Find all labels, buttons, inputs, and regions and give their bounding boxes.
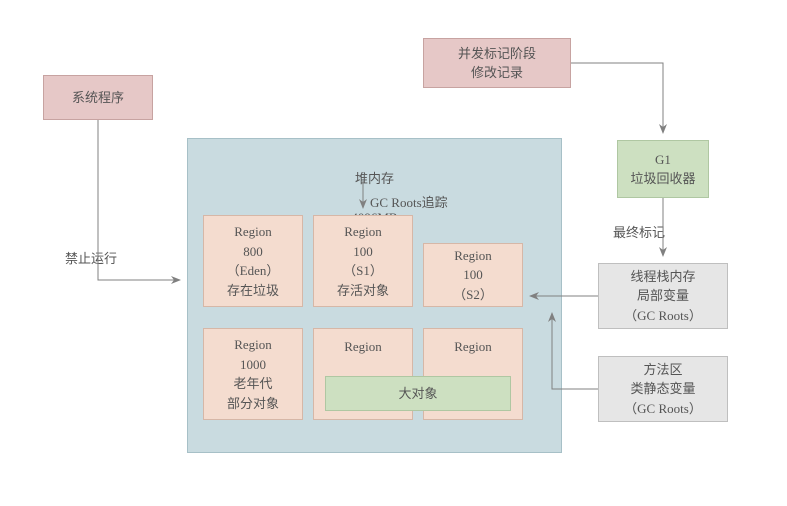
node-system-program: 系统程序 [43,75,153,120]
node-region-s1-label: Region 100 （S1） 存活对象 [337,222,389,300]
node-method-area: 方法区 类静态变量 （GC Roots） [598,356,728,422]
node-big-object: 大对象 [325,376,511,411]
node-system-program-label: 系统程序 [72,88,124,108]
node-g1-gc-label: G1 垃圾回收器 [630,150,695,189]
node-region-old: Region 1000 老年代 部分对象 [203,328,303,420]
node-region-s2-label: Region 100 （S2） [453,246,493,305]
node-big-object-label: 大对象 [398,384,437,404]
node-concurrent-mark-label: 并发标记阶段 修改记录 [458,44,536,83]
node-region-eden: Region 800 （Eden） 存在垃圾 [203,215,303,307]
heap-title: 堆内存 [188,169,561,189]
node-thread-stack: 线程栈内存 局部变量 （GC Roots） [598,263,728,329]
node-region-old-label: Region 1000 老年代 部分对象 [227,335,279,413]
edge-label-final-mark: 最终标记 [613,222,665,241]
node-concurrent-mark: 并发标记阶段 修改记录 [423,38,571,88]
node-thread-stack-label: 线程栈内存 局部变量 （GC Roots） [624,267,702,326]
node-region-eden-label: Region 800 （Eden） 存在垃圾 [227,222,280,300]
node-method-area-label: 方法区 类静态变量 （GC Roots） [624,360,702,419]
node-region-s1: Region 100 （S1） 存活对象 [313,215,413,307]
node-region-a-label: Region [344,337,382,357]
edge-label-gc-roots-trace: GC Roots追踪 [370,192,448,211]
node-region-s2: Region 100 （S2） [423,243,523,307]
node-region-b-label: Region [454,337,492,357]
edge-label-forbid-run: 禁止运行 [65,248,117,267]
node-g1-gc: G1 垃圾回收器 [617,140,709,198]
